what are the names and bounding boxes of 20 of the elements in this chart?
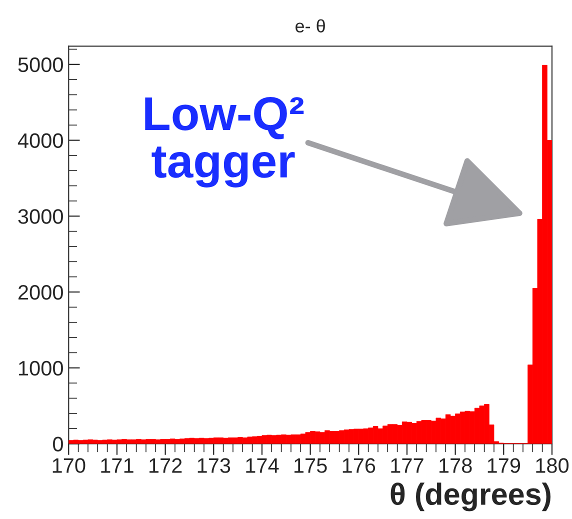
y-tick-label: 1000: [19, 360, 63, 376]
x-axis-title: θ (degrees): [390, 482, 550, 512]
x-tick-label: 170: [52, 458, 86, 473]
y-tick-label: 4000: [18, 133, 63, 148]
x-tick-label: 177: [391, 458, 424, 473]
x-tick-label: 176: [342, 458, 376, 473]
x-tick-label: 172: [150, 458, 182, 473]
x-tick-label: 174: [246, 458, 279, 473]
annotation: Low-Q² tagger: [145, 97, 304, 188]
x-tick-label: 175: [294, 458, 327, 473]
x-tick-label: 179: [488, 458, 520, 473]
y-tick-label: 2000: [18, 285, 63, 300]
x-tick-label: 173: [198, 458, 230, 473]
y-tick-label: 3000: [18, 209, 63, 224]
x-tick-label: 180: [536, 458, 569, 473]
chart-title: e- θ: [296, 19, 325, 32]
x-tick-label: 171: [101, 458, 134, 473]
y-tick-label: 0: [53, 436, 63, 452]
y-tick-label: 5000: [18, 57, 63, 72]
x-tick-label: 178: [440, 458, 472, 473]
